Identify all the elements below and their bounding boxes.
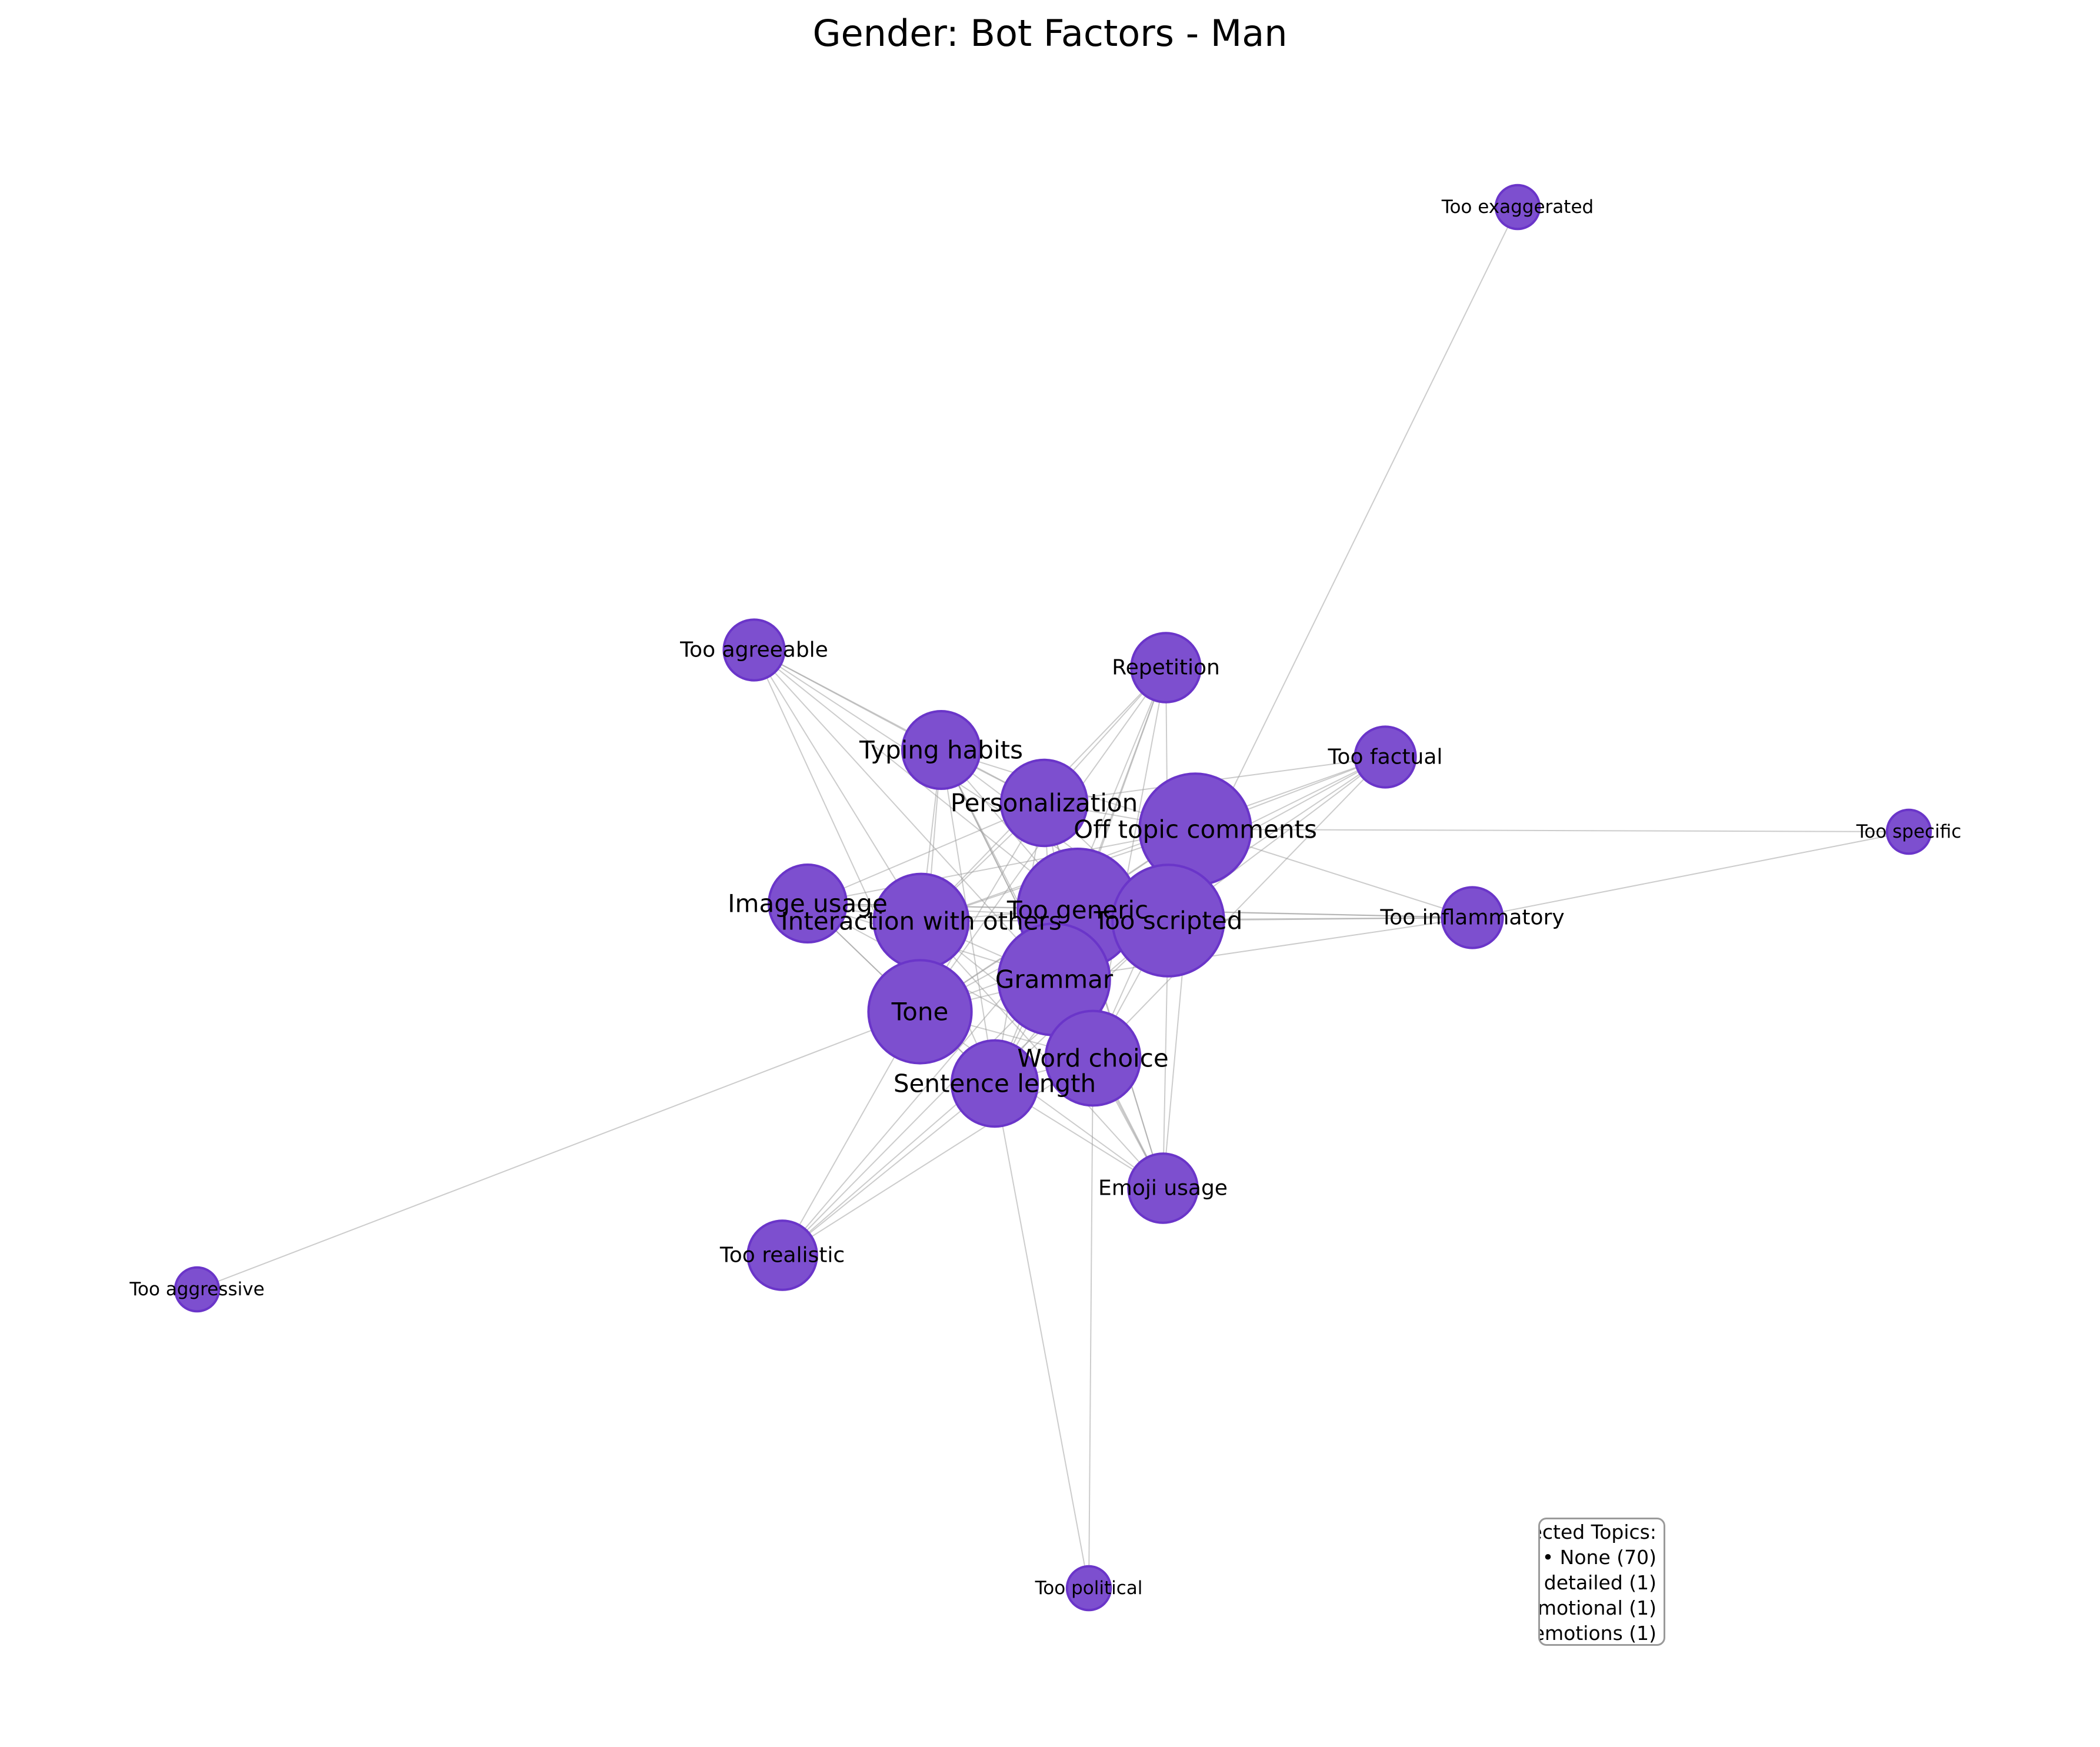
edge-too_political-word_choice (1088, 1058, 1094, 1589)
legend-text: Unconnected Topics: • None (70) • Too de… (1439, 1521, 1656, 1645)
unconnected-topics-legend: Unconnected Topics: • None (70) • Too de… (1439, 1518, 1665, 1646)
node-sentence-length (950, 1039, 1039, 1128)
legend-item: • None (70) (1542, 1546, 1656, 1569)
node-label-too-inflammatory: Too inflammatory (1379, 906, 1564, 930)
nodes-layer (174, 184, 1932, 1612)
legend-item: • Too detailed (1) (1540, 1571, 1656, 1594)
node-label-too-exaggerated: Too exaggerated (1441, 196, 1594, 218)
labels-layer: Too exaggerated Too agreeable Repetition Ty… (129, 196, 1961, 1599)
edge-too_agreeable-interaction_with_others (754, 649, 922, 922)
edge-word_choice-too_realistic (782, 1058, 1094, 1256)
node-label-off-topic-comments: Off topic comments (1074, 815, 1317, 844)
node-label-grammar: Grammar (995, 965, 1114, 994)
node-label-too-scripted: Too scripted (1094, 906, 1243, 935)
node-label-too-political: Too political (1035, 1578, 1143, 1599)
node-typing-habits (901, 710, 981, 790)
legend-item: • Lack of emotions (1) (1540, 1622, 1656, 1644)
node-too-factual (1354, 725, 1417, 789)
edge-too_political-sentence_length (994, 1083, 1089, 1589)
node-image-usage (768, 864, 848, 943)
edge-grammar-too_realistic (782, 979, 1055, 1256)
node-too-exaggerated (1494, 184, 1541, 231)
edge-too_aggressive-tone (196, 1011, 921, 1290)
edge-too_specific-too_inflammatory (1472, 831, 1909, 918)
node-label-too-factual: Too factual (1328, 745, 1443, 769)
node-label-too-specific: Too specific (1856, 821, 1962, 842)
edge-too_agreeable-grammar (754, 649, 1055, 980)
node-label-interaction-with-others: Interaction with others (781, 907, 1061, 936)
node-too-scripted (1111, 864, 1225, 978)
chart-title: Gender: Bot Factors - Man (812, 12, 1287, 55)
node-label-tone: Tone (891, 998, 949, 1026)
node-label-personalization: Personalization (951, 789, 1138, 818)
node-emoji-usage (1127, 1152, 1199, 1224)
edge-off_topic_comments-image_usage (807, 829, 1196, 904)
node-label-too-aggressive: Too aggressive (129, 1279, 264, 1300)
node-too-agreeable (722, 618, 786, 682)
edge-sentence_length-too_realistic (782, 1083, 995, 1256)
node-label-too-generic: Too generic (1006, 896, 1148, 925)
edge-interaction_with_others-emoji_usage (921, 921, 1164, 1189)
node-repetition (1130, 632, 1202, 704)
legend-title: Unconnected Topics: (1540, 1521, 1656, 1543)
legend-item: • Too emotional (1) (1540, 1596, 1656, 1619)
edge-too_factual-word_choice (1092, 756, 1386, 1059)
node-label-typing-habits: Typing habits (859, 736, 1023, 765)
node-too-specific (1885, 808, 1932, 855)
node-tone (867, 959, 973, 1065)
node-label-image-usage: Image usage (728, 889, 888, 918)
node-too-aggressive (174, 1266, 221, 1313)
node-too-inflammatory (1441, 886, 1504, 949)
edge-grammar-too_inflammatory (1054, 917, 1473, 980)
node-too-political (1065, 1565, 1112, 1612)
node-label-repetition: Repetition (1112, 656, 1220, 680)
node-too-realistic (746, 1219, 818, 1291)
node-label-too-realistic: Too realistic (719, 1243, 845, 1268)
node-label-emoji-usage: Emoji usage (1098, 1176, 1228, 1201)
node-label-sentence-length: Sentence length (894, 1069, 1096, 1098)
node-personalization (999, 758, 1089, 848)
node-label-word-choice: Word choice (1017, 1044, 1168, 1073)
node-label-too-agreeable: Too agreeable (679, 638, 828, 662)
node-word-choice (1044, 1009, 1142, 1107)
